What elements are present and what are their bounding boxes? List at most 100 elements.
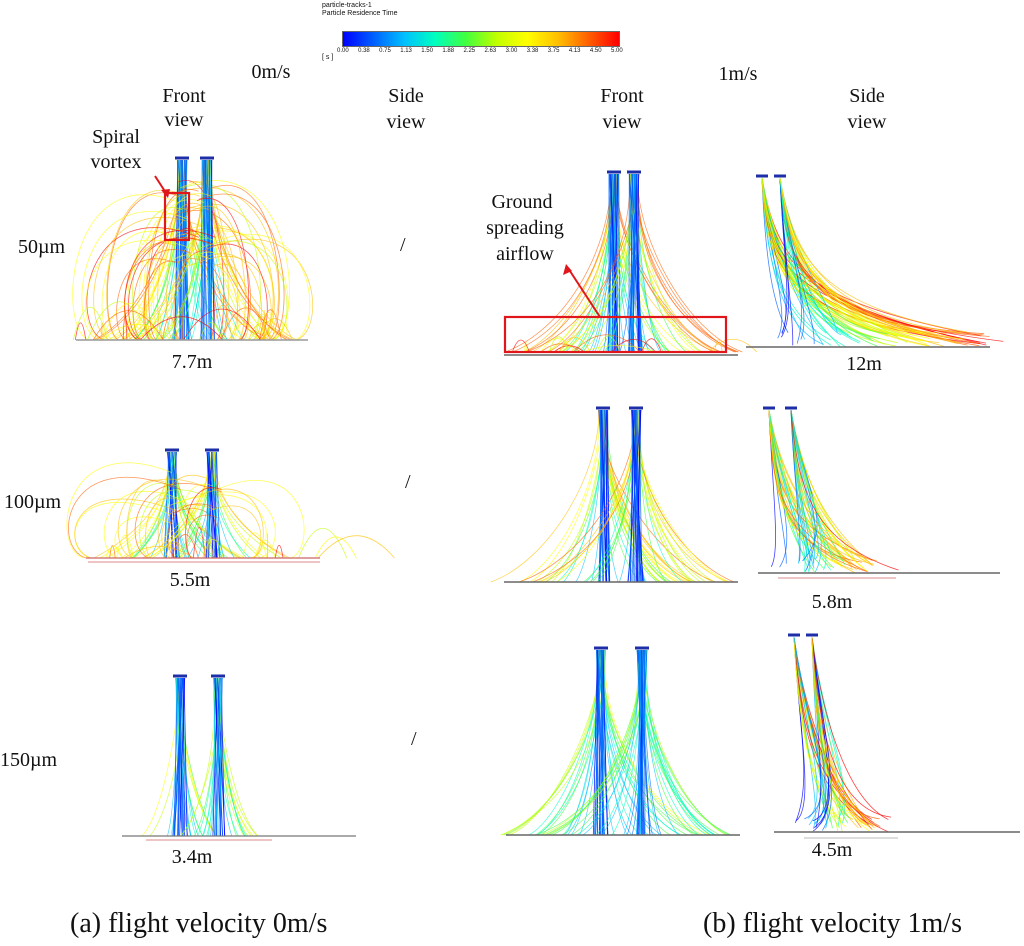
colorbar-tick-label: 3.75 [547,48,560,54]
nozzle-marker [763,406,775,410]
particle-track [215,677,222,837]
particle-track [207,239,314,341]
particle-track [617,173,619,353]
colorbar-subtitle: Particle Residence Time [322,10,398,17]
particle-track [212,234,311,341]
ground-airflow-label-1: Ground [491,191,553,213]
particle-track [216,451,221,559]
trajectory-panel-100um-front-1ms [490,406,735,583]
particle-track [219,480,305,559]
particle-track [526,173,631,353]
particle-track [548,336,569,353]
particle-track [635,409,642,583]
particle-track [573,334,641,353]
particle-track [183,264,225,341]
particle-track [85,239,199,341]
particle-track [640,649,716,836]
particle-track [607,173,615,353]
spread-width-50-front-0: 7.7m [171,351,213,373]
particle-track [317,535,395,559]
colorbar-tick-label: 1.13 [400,48,412,54]
particle-track [604,649,711,836]
side-view-label-right-1: Side [849,85,885,107]
particle-track [260,312,277,341]
particle-track [207,677,215,837]
particle-track [150,254,211,341]
particle-track [632,173,637,353]
particle-track [174,677,184,837]
particle-track [201,488,264,559]
particle-track [596,409,633,583]
particle-track [779,177,861,343]
particle-track [257,318,293,341]
particle-track [114,516,173,559]
particle-track [100,321,104,341]
particle-track [208,451,288,559]
particle-track [540,343,581,353]
particle-track [205,159,211,341]
particle-track [177,677,182,837]
particle-track [535,649,602,836]
colorbar-tick-label: 4.13 [568,48,581,54]
particle-track [528,649,603,836]
particle-track [274,544,284,559]
particle-track [185,487,222,559]
particle-track [604,649,628,836]
front-view-label-left-2: view [164,109,204,131]
nozzle-marker [629,406,643,410]
colorbar-tick-label: 2.63 [484,48,497,54]
nozzle-marker [175,156,189,160]
particle-track [540,338,575,353]
particle-track [210,185,280,341]
particle-track [790,409,838,560]
particle-track [580,173,631,353]
particle-track [166,207,209,341]
particle-track [109,545,116,559]
particle-track [145,193,200,341]
particle-track [74,322,87,341]
particle-track [133,159,178,341]
particle-track [214,677,220,837]
particle-track [636,409,639,583]
particle-track [790,409,899,571]
particle-track [490,409,600,583]
trajectory-panel-150um-front-0ms [141,674,259,837]
particle-track [179,677,186,837]
particle-track [641,338,662,353]
particle-track [779,177,966,340]
particle-track [761,177,886,345]
particle-track [811,636,870,827]
colorbar-unit: [ s ] [322,54,334,61]
particle-track [646,649,712,836]
particle-track [178,483,213,559]
particle-track [164,541,187,559]
particle-track [613,173,619,353]
particle-track [170,237,214,341]
nozzle-marker [635,646,649,650]
particle-track [779,177,980,347]
particle-track [228,323,259,341]
spiral-vortex-box [163,191,191,242]
spiral-vortex-label-2: vortex [90,151,142,173]
particle-track [768,409,853,569]
particle-track [519,409,600,583]
particle-track [202,159,207,341]
colorbar [342,31,620,47]
particle-track [157,202,201,341]
particle-track [511,339,530,353]
particle-track [139,316,224,341]
particle-track [638,649,720,836]
particle-track [639,649,641,836]
particle-track [116,535,134,559]
particle-track [116,258,176,341]
particle-track [761,177,789,333]
particle-track [540,649,640,836]
particle-track [638,173,640,353]
particle-track [101,230,173,341]
particle-track [592,649,598,836]
particle-track [629,409,634,583]
nozzle-marker [627,170,641,174]
colorbar-tick-label: 0.00 [337,48,349,54]
front-view-label-left-1: Front [162,85,206,107]
